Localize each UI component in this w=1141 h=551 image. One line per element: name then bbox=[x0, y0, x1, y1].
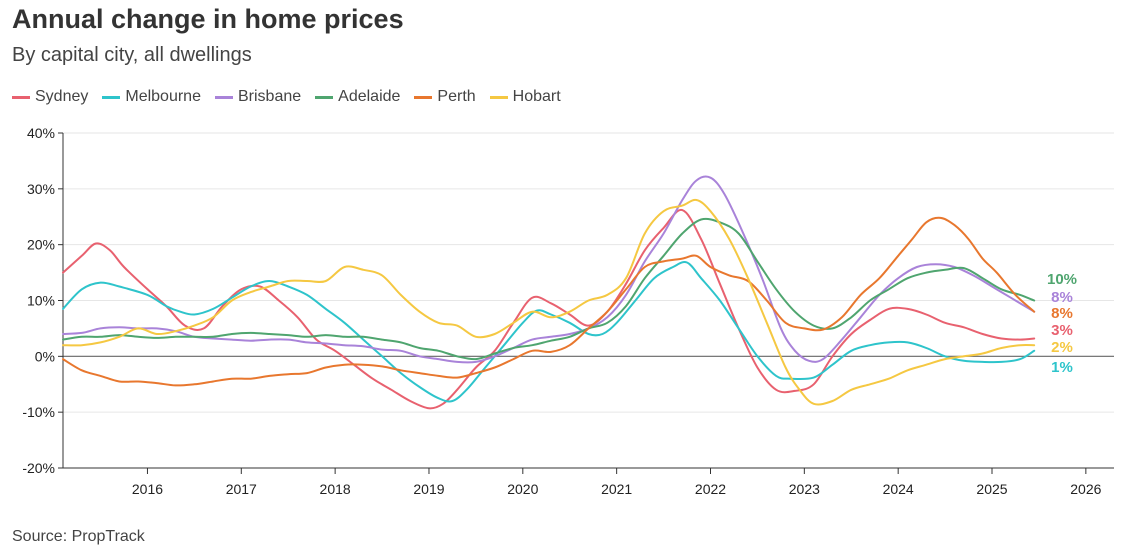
series-line-melbourne bbox=[62, 261, 1036, 403]
y-tick-label: -10% bbox=[22, 404, 55, 420]
y-tick-label: 10% bbox=[27, 293, 55, 309]
x-tick-label: 2018 bbox=[320, 481, 351, 497]
legend-label: Hobart bbox=[512, 88, 561, 105]
x-tick-label: 2022 bbox=[695, 481, 726, 497]
y-tick-label: 0% bbox=[35, 348, 55, 364]
chart-title: Annual change in home prices bbox=[12, 4, 404, 34]
legend: Sydney Melbourne Brisbane Adelaide Perth Hoba… bbox=[12, 88, 575, 106]
y-tick-label: -20% bbox=[22, 460, 55, 476]
legend-item: Melbourne bbox=[102, 88, 201, 106]
legend-item: Adelaide bbox=[315, 88, 400, 106]
x-tick-label: 2020 bbox=[507, 481, 538, 497]
legend-swatch bbox=[12, 95, 30, 99]
series-line-adelaide bbox=[62, 217, 1036, 361]
axes: -20% -10% 0% 10% 20% 30% 40% 2016 2017 2018 2019 20… bbox=[22, 125, 1114, 497]
source-note: Source: PropTrack bbox=[12, 528, 145, 545]
y-tick-label: 20% bbox=[27, 237, 55, 253]
legend-item: Sydney bbox=[12, 88, 88, 106]
end-label-brisbane: 8% bbox=[1051, 289, 1073, 306]
legend-swatch bbox=[315, 95, 334, 99]
series-line-brisbane bbox=[62, 175, 1036, 364]
legend-label: Melbourne bbox=[125, 88, 201, 105]
legend-swatch bbox=[414, 95, 433, 99]
end-label-melbourne: 1% bbox=[1051, 359, 1073, 376]
legend-swatch bbox=[214, 95, 233, 99]
x-tick-label: 2017 bbox=[226, 481, 257, 497]
legend-label: Brisbane bbox=[237, 88, 302, 105]
legend-swatch bbox=[102, 95, 121, 99]
x-tick-label: 2025 bbox=[976, 481, 1007, 497]
series-line-sydney bbox=[62, 209, 1036, 410]
x-tick-label: 2021 bbox=[601, 481, 632, 497]
end-label-hobart: 2% bbox=[1051, 339, 1073, 356]
y-tick-label: 30% bbox=[27, 181, 55, 197]
x-tick-label: 2019 bbox=[413, 481, 444, 497]
x-tick-label: 2026 bbox=[1070, 481, 1101, 497]
series-line-perth bbox=[62, 216, 1036, 387]
legend-label: Sydney bbox=[35, 88, 89, 105]
end-label-sydney: 3% bbox=[1051, 322, 1073, 339]
chart-subtitle: By capital city, all dwellings bbox=[12, 44, 252, 66]
end-label-adelaide: 10% bbox=[1047, 271, 1077, 288]
y-tick-label: 40% bbox=[27, 125, 55, 141]
legend-item: Brisbane bbox=[214, 88, 302, 106]
legend-item: Perth bbox=[414, 88, 476, 106]
series-lines bbox=[62, 175, 1036, 410]
end-label-perth: 8% bbox=[1051, 305, 1073, 322]
x-tick-label: 2016 bbox=[132, 481, 163, 497]
x-tick-label: 2023 bbox=[789, 481, 820, 497]
x-tick-label: 2024 bbox=[883, 481, 914, 497]
legend-label: Adelaide bbox=[338, 88, 401, 105]
legend-item: Hobart bbox=[489, 88, 561, 106]
legend-swatch bbox=[489, 95, 508, 99]
end-labels: 10%8%8%3%2%1% bbox=[1047, 271, 1077, 376]
series-line-hobart bbox=[62, 198, 1036, 406]
legend-label: Perth bbox=[437, 88, 476, 105]
